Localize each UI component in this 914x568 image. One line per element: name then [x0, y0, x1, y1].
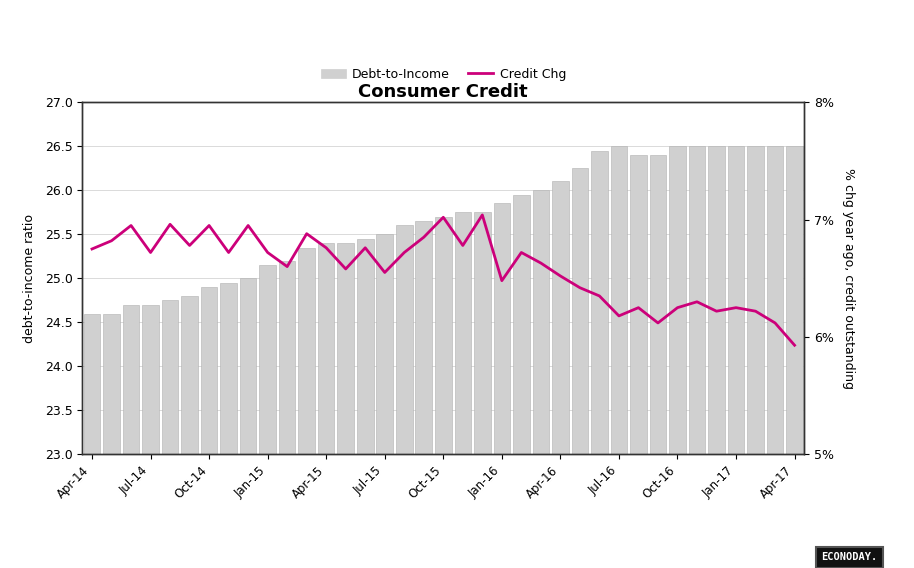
Bar	[688, 146, 706, 454]
Bar	[122, 304, 139, 454]
Bar	[337, 243, 354, 454]
Bar	[318, 243, 335, 454]
Bar	[474, 212, 491, 454]
Bar	[708, 146, 725, 454]
Y-axis label: % chg year ago, credit outstanding: % chg year ago, credit outstanding	[843, 168, 856, 389]
Bar	[84, 314, 101, 454]
Bar	[454, 212, 471, 454]
Bar	[181, 296, 198, 454]
Bar	[650, 155, 666, 454]
Bar	[728, 146, 744, 454]
Bar	[416, 221, 432, 454]
Bar	[357, 239, 374, 454]
Bar	[591, 151, 608, 454]
Title: Consumer Credit: Consumer Credit	[358, 83, 528, 101]
Bar	[435, 216, 452, 454]
Bar	[669, 146, 686, 454]
Bar	[239, 278, 257, 454]
Bar	[220, 283, 237, 454]
Bar	[552, 181, 569, 454]
Bar	[298, 248, 315, 454]
Bar	[767, 146, 783, 454]
Bar	[611, 146, 627, 454]
Y-axis label: debt-to-income ratio: debt-to-income ratio	[24, 214, 37, 343]
Bar	[571, 168, 589, 454]
Bar	[201, 287, 218, 454]
Bar	[630, 155, 647, 454]
Legend: Debt-to-Income, Credit Chg: Debt-to-Income, Credit Chg	[315, 62, 571, 86]
Bar	[260, 265, 276, 454]
Bar	[377, 234, 393, 454]
Text: ECONODAY.: ECONODAY.	[821, 552, 877, 562]
Bar	[396, 225, 412, 454]
Bar	[143, 304, 159, 454]
Bar	[513, 195, 529, 454]
Bar	[494, 203, 510, 454]
Bar	[279, 261, 295, 454]
Bar	[162, 300, 178, 454]
Bar	[786, 146, 802, 454]
Bar	[103, 314, 120, 454]
Bar	[748, 146, 764, 454]
Bar	[533, 190, 549, 454]
